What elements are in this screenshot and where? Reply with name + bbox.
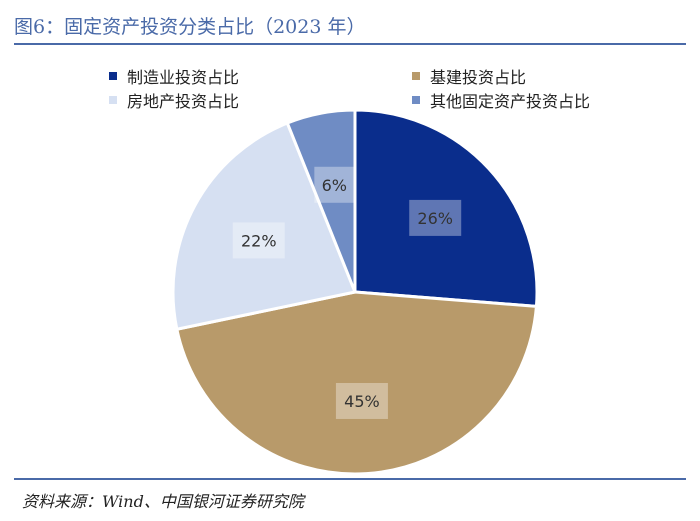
pie-slice-other (285, 108, 357, 293)
legend-item-manufacturing: 制造业投资占比 (109, 64, 239, 88)
title-divider (14, 43, 686, 45)
legend-item-real-estate: 房地产投资占比 (109, 88, 239, 112)
pie-slice-manufacturing (353, 108, 539, 309)
legend-swatch-other (412, 96, 420, 104)
legend-swatch-real-estate (109, 96, 117, 104)
data-label-other: 6% (322, 176, 347, 195)
source-divider (14, 478, 686, 480)
legend-swatch-infrastructure (412, 72, 420, 80)
pie-slice-real-estate (171, 121, 358, 332)
data-label-manufacturing: 26% (417, 209, 453, 228)
legend-item-other: 其他固定资产投资占比 (412, 88, 590, 112)
chart-legend: 制造业投资占比 基建投资占比 房地产投资占比 其他固定资产投资占比 (0, 0, 700, 120)
data-label-box-infrastructure (335, 382, 388, 419)
data-label-box-manufacturing (409, 199, 462, 236)
source-note: 资料来源：Wind、中国银河证券研究院 (22, 492, 304, 511)
legend-label-other: 其他固定资产投资占比 (430, 92, 591, 111)
legend-label-manufacturing: 制造业投资占比 (127, 68, 240, 87)
pie-slice-infrastructure (175, 290, 539, 476)
legend-label-infrastructure: 基建投资占比 (430, 68, 527, 87)
data-label-real-estate: 22% (241, 231, 277, 250)
legend-item-infrastructure: 基建投资占比 (412, 64, 526, 88)
legend-swatch-manufacturing (109, 72, 117, 80)
legend-label-real-estate: 房地产投资占比 (127, 92, 240, 111)
data-label-infrastructure: 45% (344, 392, 380, 411)
data-label-box-other (314, 166, 355, 203)
chart-title: 图6：固定资产投资分类占比（2023 年） (14, 16, 366, 38)
data-label-box-real-estate (232, 222, 285, 259)
